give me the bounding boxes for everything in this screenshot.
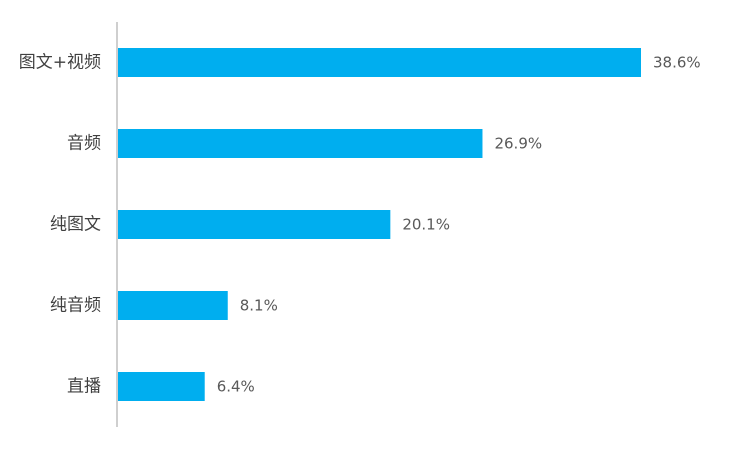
- category-label: 音频: [67, 134, 101, 154]
- category-label: 图文+视频: [19, 53, 101, 73]
- bar: [118, 210, 391, 239]
- category-label: 纯图文: [50, 215, 101, 235]
- value-label: 8.1%: [240, 297, 278, 315]
- value-labels-group: 38.6% 26.9% 20.1% 8.1% 6.4%: [217, 54, 701, 396]
- bar: [118, 48, 641, 77]
- value-label: 20.1%: [402, 216, 450, 234]
- value-label: 6.4%: [217, 378, 255, 396]
- bar: [118, 372, 205, 401]
- value-label: 38.6%: [653, 54, 701, 72]
- bars-group: [118, 48, 641, 401]
- value-label: 26.9%: [494, 135, 542, 153]
- category-label: 纯音频: [50, 296, 101, 316]
- bar: [118, 129, 483, 158]
- category-label: 直播: [67, 377, 101, 397]
- bar: [118, 291, 228, 320]
